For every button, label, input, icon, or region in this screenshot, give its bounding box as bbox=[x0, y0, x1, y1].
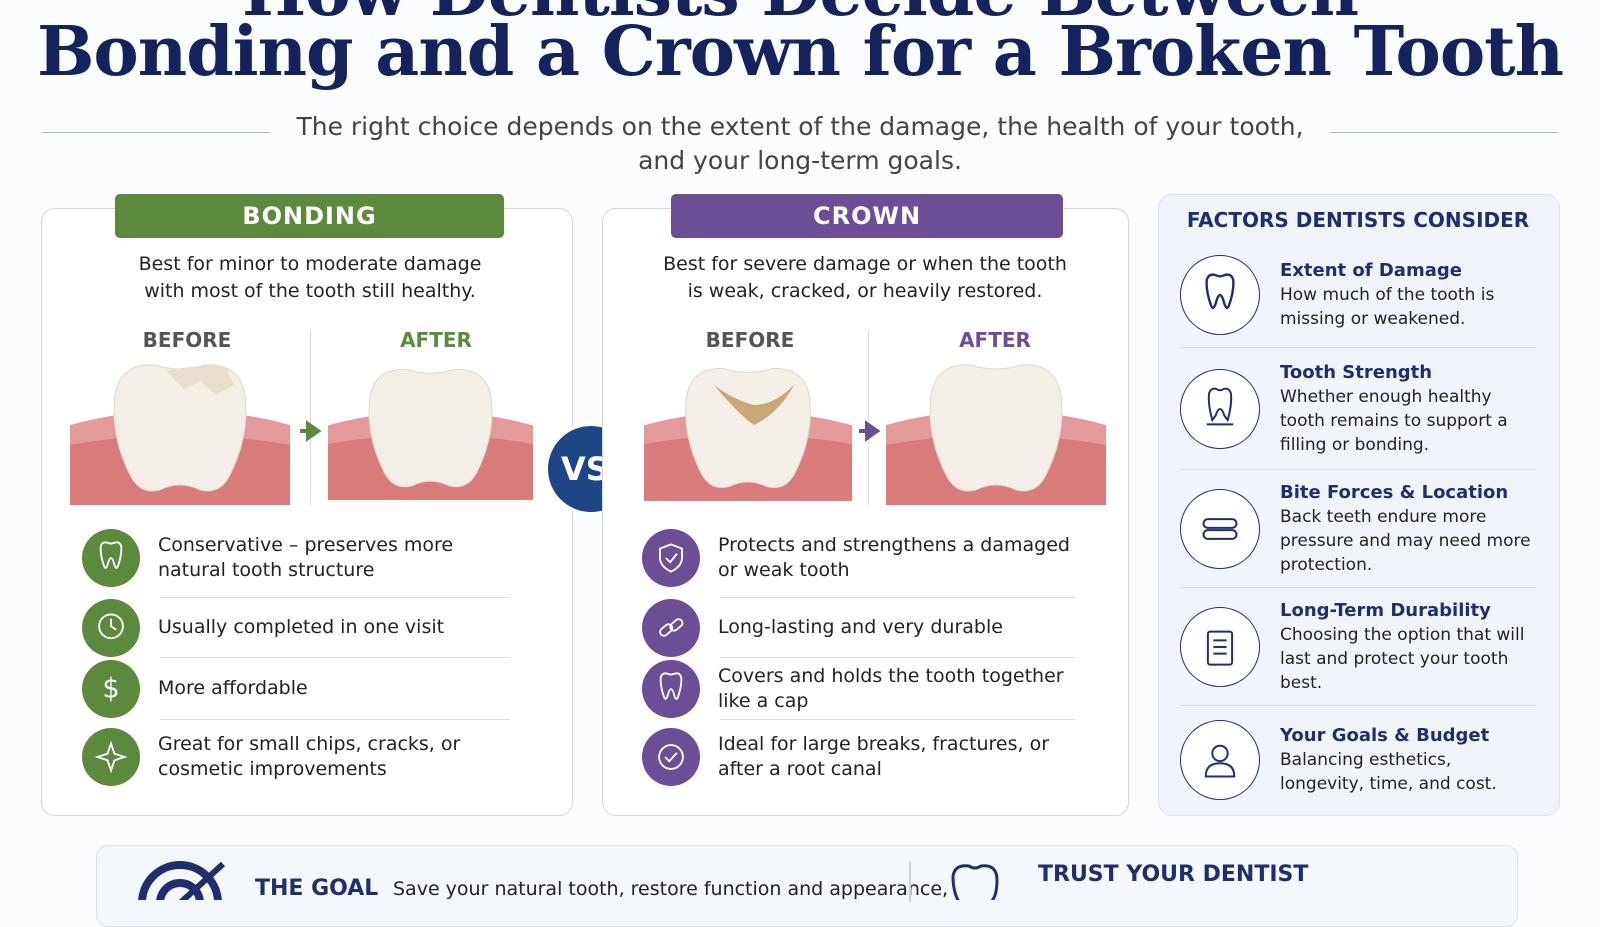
crown-description: Best for severe damage or when the tooth… bbox=[663, 253, 1067, 302]
factor-text: Choosing the option that will last and p… bbox=[1280, 624, 1525, 693]
feature-row: Covers and holds the tooth together like… bbox=[642, 658, 1075, 720]
arrow bbox=[300, 420, 322, 442]
factor-body: Bite Forces & Location Back teeth endure … bbox=[1280, 481, 1536, 577]
icon bbox=[98, 612, 124, 639]
factor-text: Back teeth endure more pressure and may … bbox=[1280, 506, 1531, 575]
factor-text: Whether enough healthy tooth remains to … bbox=[1280, 386, 1508, 455]
factors-title: FACTORS DENTISTS CONSIDER bbox=[1186, 208, 1530, 232]
feature-row: $ More affordable bbox=[82, 658, 510, 720]
crown-tab: CROWN bbox=[671, 194, 1063, 238]
bonding-description: Best for minor to moderate damage with m… bbox=[138, 253, 482, 302]
factor-icon bbox=[1180, 720, 1260, 800]
goal-title: THE GOAL bbox=[255, 876, 379, 901]
icon bbox=[99, 540, 123, 569]
goal-icon bbox=[138, 861, 226, 900]
feature-icon bbox=[82, 528, 140, 587]
icon bbox=[659, 542, 683, 573]
subtitle: The right choice depends on the extent o… bbox=[296, 112, 1304, 175]
feature-text: Ideal for large breaks, fractures, or af… bbox=[718, 733, 1050, 780]
icon bbox=[659, 617, 684, 637]
factor-body: Extent of Damage How much of the tooth is… bbox=[1280, 259, 1536, 331]
divider bbox=[310, 330, 311, 505]
factor-title: Tooth Strength bbox=[1280, 361, 1433, 383]
crown-features: Protects and strengthens a damaged or we… bbox=[642, 518, 1075, 794]
factor-body: Your Goals & Budget Balancing esthetics, … bbox=[1280, 724, 1536, 796]
goal-text: Save your natural tooth, restore functio… bbox=[393, 878, 949, 900]
trust-title: TRUST YOUR DENTIST bbox=[1038, 862, 1309, 887]
tooth-before-image bbox=[644, 355, 852, 505]
before-label: BEFORE bbox=[142, 328, 232, 352]
icon bbox=[1206, 630, 1234, 666]
bonding-tab: BONDING bbox=[115, 194, 504, 238]
bonding-features: Conservative – preserves more natural to… bbox=[82, 518, 510, 794]
tooth-after-image bbox=[886, 355, 1106, 505]
feature-icon bbox=[642, 728, 700, 786]
bonding-card bbox=[41, 208, 573, 816]
feature-icon bbox=[642, 598, 700, 657]
factor-title: Bite Forces & Location bbox=[1280, 481, 1509, 503]
feature-text: Great for small chips, cracks, or cosmet… bbox=[158, 733, 461, 780]
icon bbox=[658, 744, 684, 770]
icon bbox=[94, 740, 128, 774]
factor-title: Extent of Damage bbox=[1280, 259, 1462, 281]
feature-row: Conservative – preserves more natural to… bbox=[82, 518, 510, 598]
factor-row: Your Goals & Budget Balancing esthetics, … bbox=[1180, 706, 1536, 814]
feature-row: Great for small chips, cracks, or cosmet… bbox=[82, 720, 510, 794]
arrow bbox=[859, 420, 881, 442]
before-label: BEFORE bbox=[705, 328, 795, 352]
factor-title: Your Goals & Budget bbox=[1280, 725, 1490, 746]
feature-icon: $ bbox=[82, 659, 140, 718]
after-label: AFTER bbox=[400, 328, 472, 352]
title-line-1: How Dentists Decide Between bbox=[0, 0, 1600, 32]
factor-title: Long-Term Durability bbox=[1280, 599, 1491, 621]
factor-icon bbox=[1180, 606, 1260, 687]
title-line-2: Bonding and a Crown for a Broken Tooth bbox=[36, 12, 1564, 92]
feature-text: Long-lasting and very durable bbox=[718, 616, 1003, 638]
feature-icon bbox=[82, 728, 140, 786]
feature-row: Usually completed in one visit bbox=[82, 598, 510, 658]
icon bbox=[1204, 744, 1236, 778]
feature-icon bbox=[642, 528, 700, 587]
factor-icon bbox=[1180, 254, 1260, 335]
after-label: AFTER bbox=[959, 328, 1031, 352]
icon bbox=[1206, 387, 1234, 425]
feature-text: Conservative – preserves more natural to… bbox=[158, 533, 454, 581]
feature-icon bbox=[642, 659, 700, 718]
icon bbox=[1202, 517, 1238, 540]
feature-text: Usually completed in one visit bbox=[158, 616, 445, 638]
feature-text: Covers and holds the tooth together like… bbox=[718, 664, 1064, 712]
feature-row: Long-lasting and very durable bbox=[642, 598, 1075, 658]
factor-text: Balancing esthetics, longevity, time, an… bbox=[1280, 750, 1497, 794]
divider bbox=[42, 132, 270, 133]
factor-icon bbox=[1180, 368, 1260, 449]
factor-body: Long-Term Durability Choosing the option … bbox=[1280, 599, 1536, 695]
feature-icon bbox=[82, 598, 140, 657]
factor-icon bbox=[1180, 488, 1260, 569]
feature-text: Protects and strengthens a damaged or we… bbox=[718, 533, 1070, 581]
divider bbox=[909, 862, 911, 902]
crown-card bbox=[602, 208, 1129, 816]
trust-icon bbox=[951, 864, 999, 900]
icon bbox=[1205, 272, 1235, 309]
factor-row: Bite Forces & Location Back teeth endure … bbox=[1180, 470, 1536, 588]
factor-body: Tooth Strength Whether enough healthy too… bbox=[1280, 361, 1536, 457]
icon bbox=[659, 671, 683, 700]
factor-row: Tooth Strength Whether enough healthy too… bbox=[1180, 348, 1536, 470]
divider bbox=[868, 330, 869, 505]
icon: $ bbox=[102, 673, 119, 704]
svg-text:$: $ bbox=[102, 673, 119, 704]
divider bbox=[1330, 132, 1558, 133]
factor-text: How much of the tooth is missing or weak… bbox=[1280, 284, 1495, 329]
tooth-before-image bbox=[66, 355, 294, 505]
feature-text: More affordable bbox=[158, 677, 308, 699]
factor-row: Extent of Damage How much of the tooth is… bbox=[1180, 242, 1536, 348]
factors-list: Extent of Damage How much of the tooth is… bbox=[1180, 242, 1536, 814]
feature-row: Ideal for large breaks, fractures, or af… bbox=[642, 720, 1075, 794]
feature-row: Protects and strengthens a damaged or we… bbox=[642, 518, 1075, 598]
tooth-after-image bbox=[328, 355, 533, 505]
factor-row: Long-Term Durability Choosing the option … bbox=[1180, 588, 1536, 706]
